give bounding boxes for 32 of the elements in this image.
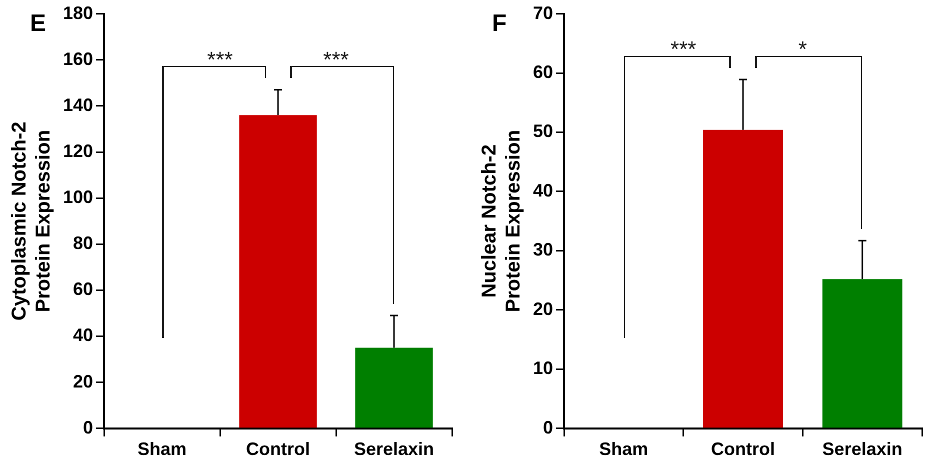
y-tick-label: 30 bbox=[532, 240, 554, 260]
x-tick-label: Sham bbox=[138, 439, 187, 460]
y-tick-label: 60 bbox=[532, 62, 554, 82]
y-tick-label: 40 bbox=[73, 325, 94, 346]
chart-title: F bbox=[492, 10, 507, 38]
y-axis-title: Cytoplasmic Notch-2 Protein Expression bbox=[8, 122, 55, 321]
x-tick-label: Control bbox=[246, 439, 310, 460]
y-axis-title: Nuclear Notch-2 Protein Expression bbox=[478, 130, 525, 312]
y-tick-label: 0 bbox=[543, 417, 554, 438]
y-tick-label: 50 bbox=[532, 121, 554, 142]
y-tick-label: 160 bbox=[62, 48, 94, 69]
x-tick-label: Sham bbox=[599, 439, 648, 460]
y-tick-label: 10 bbox=[532, 358, 554, 378]
y-tick-label: 120 bbox=[62, 140, 94, 161]
annotation: *** bbox=[323, 46, 350, 72]
y-tick-label: 140 bbox=[62, 94, 94, 115]
annotation: *** bbox=[670, 36, 697, 62]
y-tick-label: 0 bbox=[83, 417, 94, 438]
annotation: *** bbox=[207, 46, 234, 72]
x-tick-label: Serelaxin bbox=[822, 439, 902, 460]
x-tick-label: Control bbox=[711, 439, 776, 460]
y-tick-label: 80 bbox=[73, 233, 94, 254]
annotation: * bbox=[798, 36, 808, 62]
y-tick-label: 70 bbox=[532, 2, 554, 23]
y-tick-label: 180 bbox=[62, 2, 94, 23]
y-tick-label: 100 bbox=[62, 187, 94, 208]
chart-title: E bbox=[30, 10, 46, 38]
y-tick-label: 60 bbox=[73, 279, 94, 300]
y-tick-label: 40 bbox=[532, 180, 554, 200]
x-tick-label: Serelaxin bbox=[354, 439, 434, 460]
y-tick-label: 20 bbox=[532, 298, 554, 319]
y-tick-label: 20 bbox=[73, 371, 94, 392]
